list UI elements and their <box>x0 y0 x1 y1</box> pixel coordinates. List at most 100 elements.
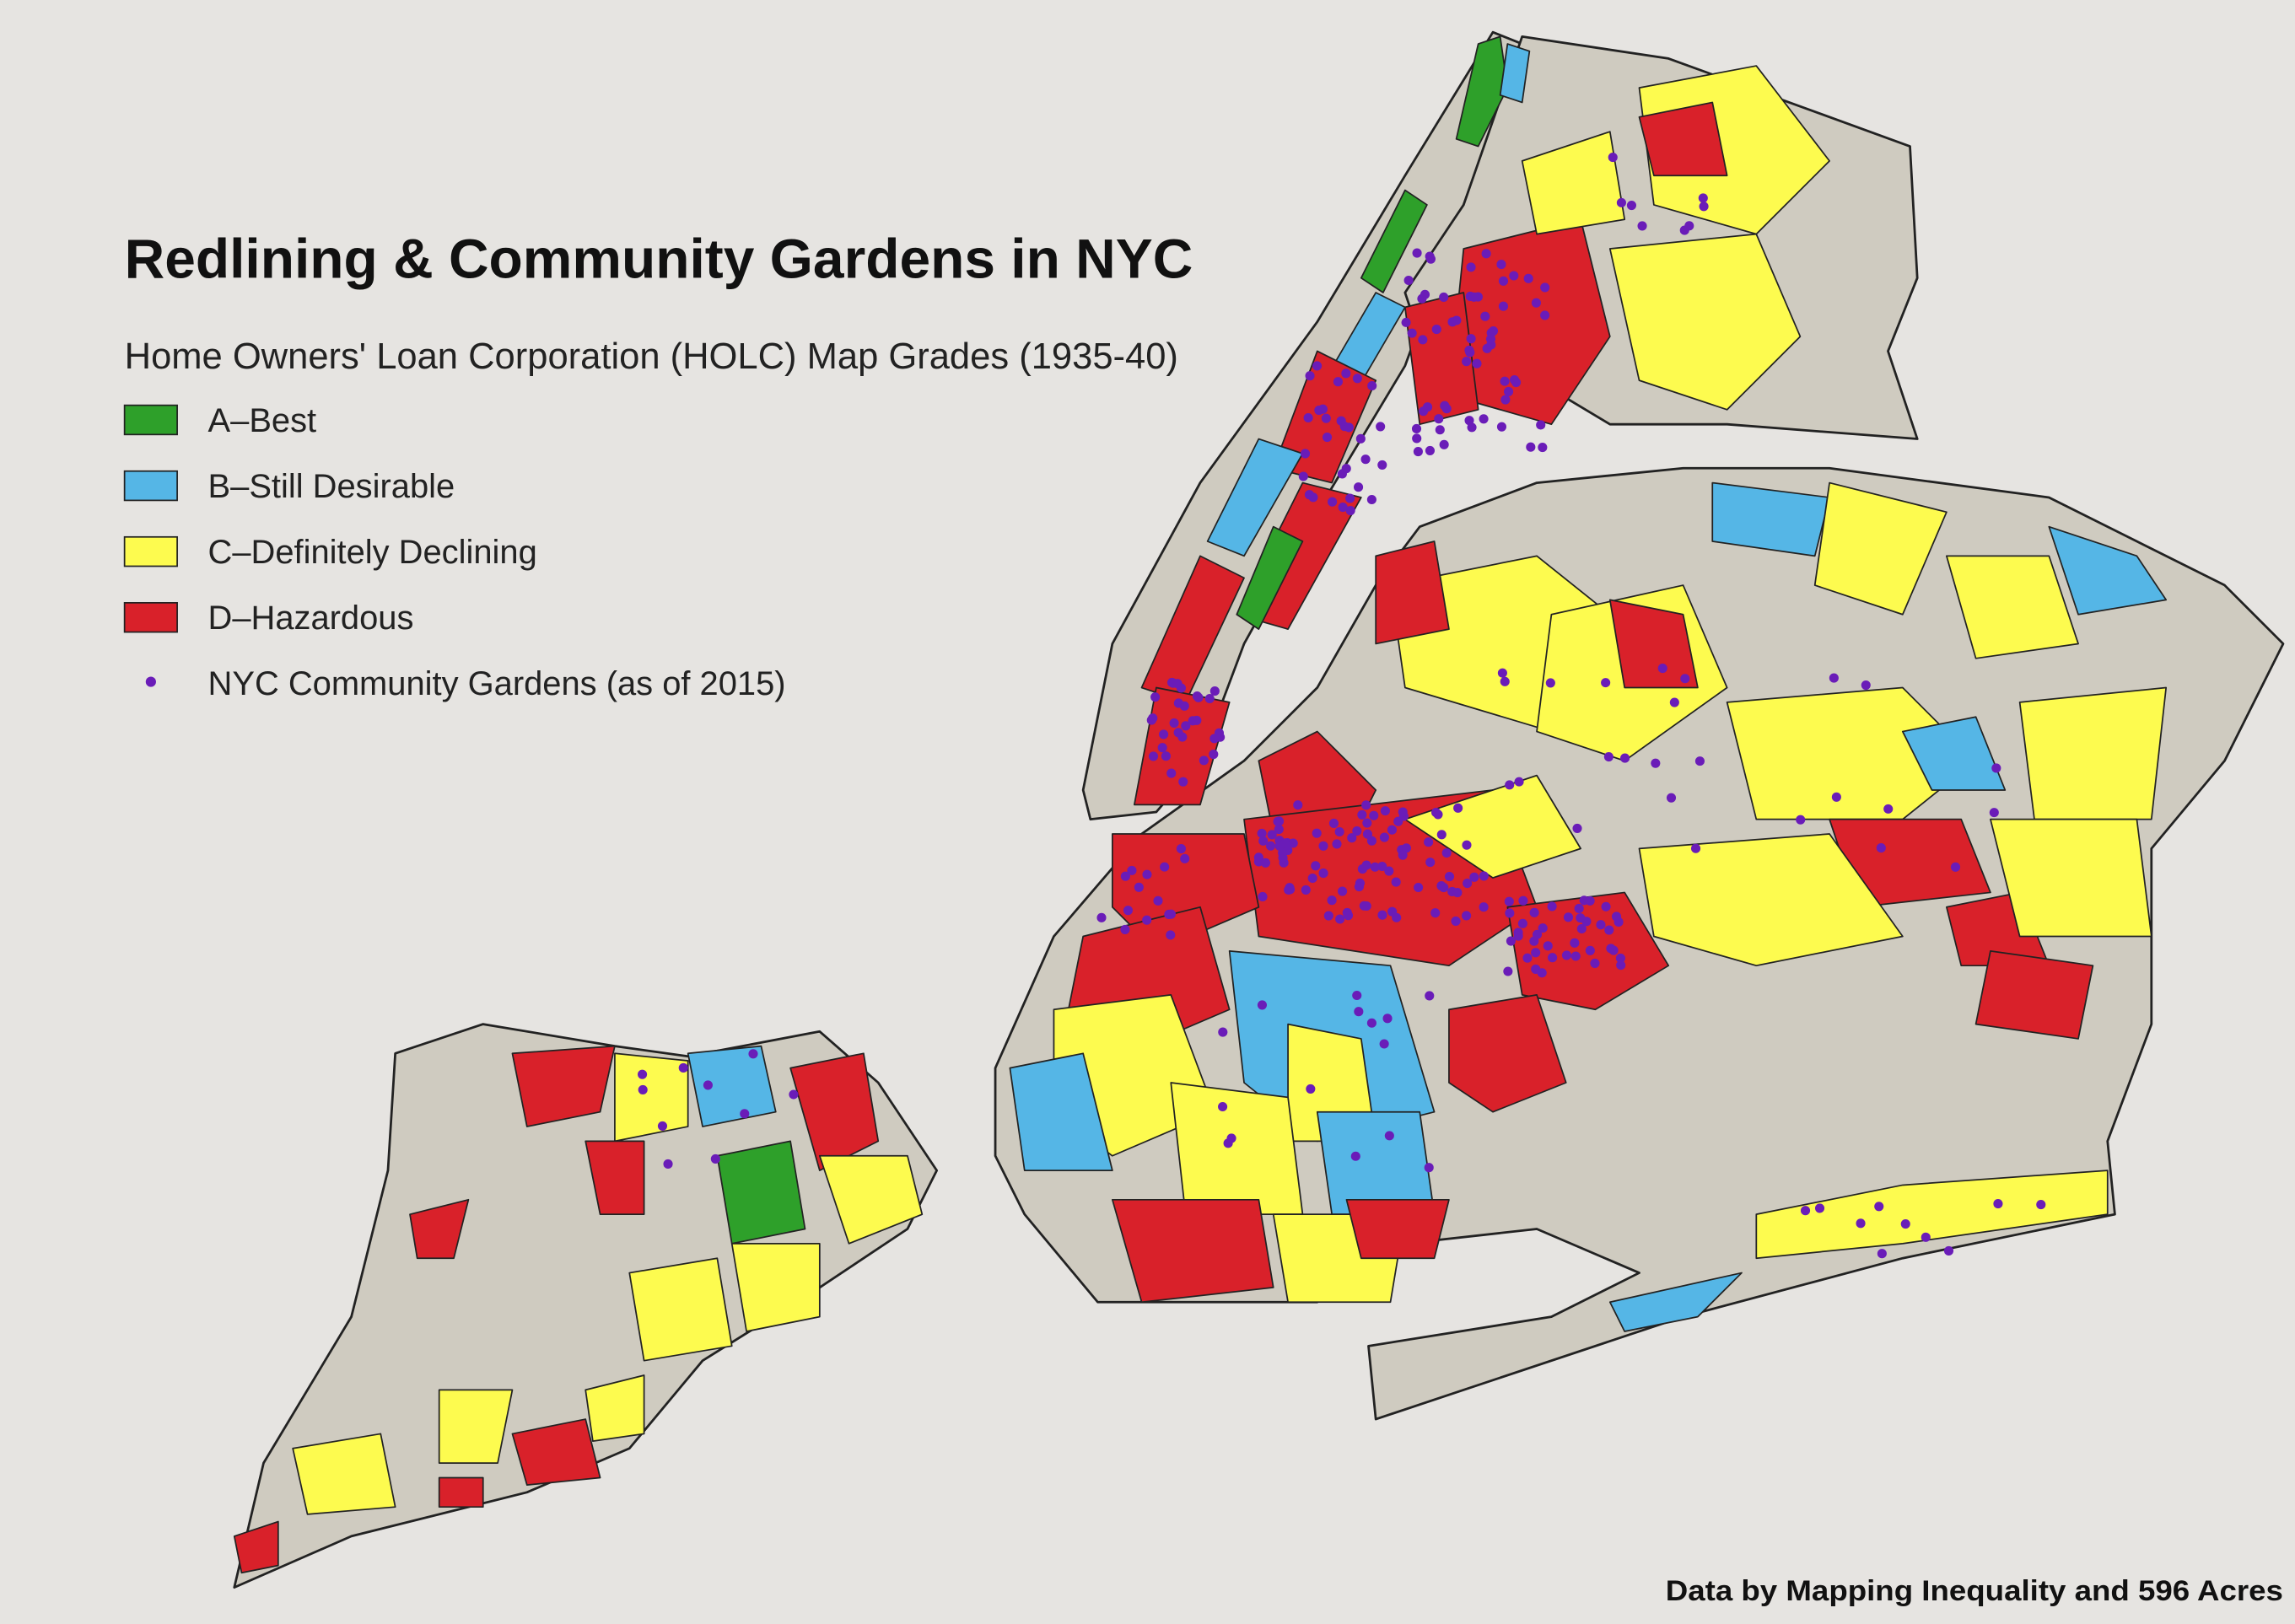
garden-dot <box>1311 861 1321 871</box>
garden-dot <box>1651 758 1661 768</box>
subtitle: Home Owners' Loan Corporation (HOLC) Map… <box>125 336 1178 377</box>
garden-dot <box>1153 895 1163 906</box>
garden-dot <box>1531 298 1541 308</box>
garden-dot <box>1354 1007 1364 1017</box>
garden-dot <box>1861 680 1871 691</box>
garden-dot <box>789 1089 799 1100</box>
garden-dot <box>1469 292 1479 302</box>
garden-dot <box>1401 843 1411 853</box>
garden-dot <box>1680 674 1690 684</box>
garden-dot <box>1943 1245 1954 1256</box>
garden-dot <box>1350 1151 1360 1161</box>
garden-dot <box>1435 425 1445 435</box>
garden-dot <box>1614 917 1624 927</box>
garden-dot <box>1424 1163 1434 1173</box>
holc-area <box>1375 540 1450 645</box>
garden-dot <box>1506 936 1516 946</box>
garden-dot <box>1993 1199 2003 1209</box>
garden-dot <box>1921 1232 1931 1242</box>
garden-dot <box>1384 1131 1394 1141</box>
garden-dot <box>710 1153 720 1164</box>
garden-dot <box>1172 679 1183 689</box>
garden-dot <box>1123 906 1134 916</box>
legend-label: C–Definitely Declining <box>208 534 537 571</box>
garden-dot <box>1218 1027 1228 1037</box>
garden-dot <box>1462 840 1472 850</box>
garden-dot <box>1486 340 1496 350</box>
garden-dot <box>1278 852 1288 863</box>
garden-dot <box>1260 858 1270 868</box>
holc-area <box>2018 686 2168 820</box>
garden-dot <box>1312 828 1322 838</box>
holc-area <box>1448 994 1567 1113</box>
garden-dot <box>1615 953 1625 963</box>
garden-dot <box>1603 751 1614 762</box>
garden-dot <box>1393 816 1403 826</box>
garden-dot <box>1096 912 1107 922</box>
garden-dot <box>1505 780 1515 790</box>
garden-dot <box>1856 1218 1866 1229</box>
garden-dot <box>1466 262 1476 272</box>
garden-dot <box>1293 800 1303 810</box>
garden-dot <box>1379 1039 1389 1049</box>
garden-dot <box>1370 862 1380 872</box>
holc-area <box>233 1520 279 1574</box>
garden-dot <box>1157 743 1167 753</box>
garden-dot <box>1377 460 1387 470</box>
garden-dot <box>1877 1249 1887 1259</box>
garden-dot <box>1391 877 1401 887</box>
garden-dot <box>1159 729 1169 739</box>
holc-area <box>1974 949 2094 1040</box>
garden-dot <box>1352 825 1362 836</box>
garden-dot <box>1322 432 1333 443</box>
garden-dot <box>1514 777 1524 787</box>
garden-dot <box>1398 807 1408 817</box>
garden-dot <box>1353 482 1364 492</box>
garden-dot <box>1355 433 1366 444</box>
legend-swatch <box>123 535 178 567</box>
garden-dot <box>1504 386 1514 397</box>
garden-dot <box>1379 832 1389 842</box>
garden-dot <box>1497 668 1507 678</box>
garden-dot <box>1257 828 1267 838</box>
title: Redlining & Community Gardens in NYC <box>125 228 1193 290</box>
holc-area <box>1608 1272 1743 1332</box>
garden-dot <box>1403 275 1414 286</box>
garden-dot <box>1369 810 1379 820</box>
garden-dot <box>1218 1101 1228 1112</box>
garden-dot <box>1387 825 1398 835</box>
garden-dot <box>1509 271 1519 281</box>
holc-area <box>687 1045 777 1127</box>
garden-dot <box>1440 401 1450 411</box>
garden-dot <box>1344 422 1354 433</box>
garden-dot <box>1341 464 1351 474</box>
garden-dot <box>638 1084 648 1094</box>
garden-dot <box>1384 866 1394 876</box>
garden-dot <box>1424 837 1434 847</box>
garden-dot <box>1570 951 1581 961</box>
garden-dot <box>1991 763 2001 773</box>
holc-area <box>818 1154 924 1245</box>
garden-dot <box>1606 944 1616 954</box>
holc-areas <box>233 35 2168 1574</box>
holc-area <box>1813 481 1948 616</box>
garden-dot <box>638 1069 648 1079</box>
garden-dot <box>1699 202 1709 212</box>
garden-dot <box>1166 909 1177 919</box>
garden-dot <box>1434 414 1444 424</box>
garden-dot <box>1188 716 1198 726</box>
garden-dot <box>1169 718 1179 729</box>
garden-dot <box>1451 916 1461 926</box>
garden-dot <box>1620 753 1630 763</box>
holc-area <box>1638 833 1904 967</box>
holc-area <box>1990 818 2152 938</box>
garden-dot <box>1280 838 1290 848</box>
garden-dot <box>1500 376 1510 386</box>
holc-area <box>1455 35 1509 148</box>
garden-dot <box>1590 958 1600 969</box>
holc-area <box>1009 1052 1113 1171</box>
garden-dot <box>1796 815 1806 825</box>
garden-dot <box>1540 310 1550 320</box>
garden-dot <box>1193 692 1204 702</box>
garden-dot <box>1481 249 1491 259</box>
